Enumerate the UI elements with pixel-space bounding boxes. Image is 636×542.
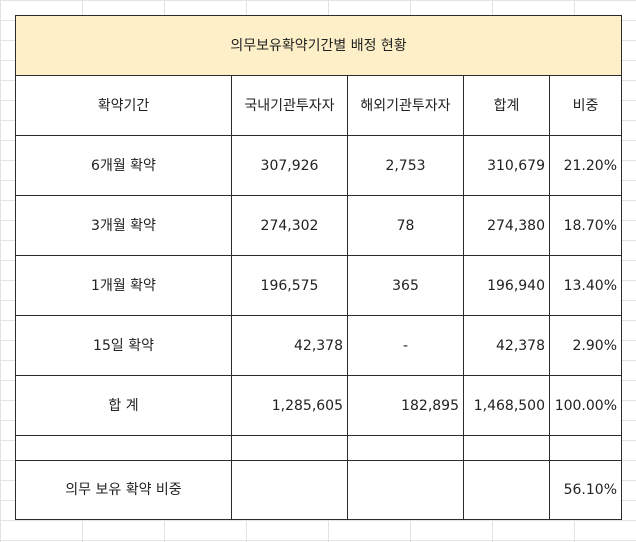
table-row: 1개월 확약 196,575 365 196,940 13.40% — [15, 255, 622, 316]
sum-total-cell[interactable]: 1,468,500 — [463, 375, 550, 436]
header-period[interactable]: 확약기간 — [15, 75, 232, 136]
domestic-cell[interactable]: 307,926 — [231, 135, 348, 196]
domestic-cell[interactable]: 196,575 — [231, 255, 348, 316]
lockup-row: 의무 보유 확약 비중 56.10% — [15, 460, 622, 520]
table-row: 15일 확약 42,378 - 42,378 2.90% — [15, 315, 622, 376]
header-total[interactable]: 합계 — [463, 75, 550, 136]
foreign-cell[interactable]: 2,753 — [347, 135, 464, 196]
empty-cell[interactable] — [347, 435, 464, 461]
total-cell[interactable]: 310,679 — [463, 135, 550, 196]
table-title[interactable]: 의무보유확약기간별 배정 현황 — [15, 15, 622, 76]
ratio-cell[interactable]: 21.20% — [549, 135, 622, 196]
table-row: 6개월 확약 307,926 2,753 310,679 21.20% — [15, 135, 622, 196]
spacer-row — [15, 435, 622, 461]
header-ratio[interactable]: 비중 — [549, 75, 622, 136]
sum-ratio-cell[interactable]: 100.00% — [549, 375, 622, 436]
lockup-label-cell[interactable]: 의무 보유 확약 비중 — [15, 460, 232, 520]
empty-cell[interactable] — [15, 435, 232, 461]
period-cell[interactable]: 3개월 확약 — [15, 195, 232, 256]
empty-cell[interactable] — [231, 435, 348, 461]
table-row: 3개월 확약 274,302 78 274,380 18.70% — [15, 195, 622, 256]
header-row: 확약기간 국내기관투자자 해외기관투자자 합계 비중 — [15, 75, 622, 136]
empty-cell[interactable] — [463, 460, 550, 520]
total-cell[interactable]: 274,380 — [463, 195, 550, 256]
foreign-cell[interactable]: 365 — [347, 255, 464, 316]
ratio-cell[interactable]: 18.70% — [549, 195, 622, 256]
foreign-cell[interactable]: - — [347, 315, 464, 376]
domestic-cell[interactable]: 42,378 — [231, 315, 348, 376]
empty-cell[interactable] — [463, 435, 550, 461]
header-foreign[interactable]: 해외기관투자자 — [347, 75, 464, 136]
domestic-cell[interactable]: 274,302 — [231, 195, 348, 256]
allocation-table: 의무보유확약기간별 배정 현황 확약기간 국내기관투자자 해외기관투자자 합계 … — [15, 15, 622, 520]
sum-row: 합 계 1,285,605 182,895 1,468,500 100.00% — [15, 375, 622, 436]
header-domestic[interactable]: 국내기관투자자 — [231, 75, 348, 136]
empty-cell[interactable] — [549, 435, 622, 461]
period-cell[interactable]: 6개월 확약 — [15, 135, 232, 196]
empty-cell[interactable] — [231, 460, 348, 520]
total-cell[interactable]: 196,940 — [463, 255, 550, 316]
title-row: 의무보유확약기간별 배정 현황 — [15, 15, 622, 76]
sum-foreign-cell[interactable]: 182,895 — [347, 375, 464, 436]
sum-domestic-cell[interactable]: 1,285,605 — [231, 375, 348, 436]
foreign-cell[interactable]: 78 — [347, 195, 464, 256]
total-cell[interactable]: 42,378 — [463, 315, 550, 376]
empty-cell[interactable] — [347, 460, 464, 520]
period-cell[interactable]: 15일 확약 — [15, 315, 232, 376]
lockup-ratio-cell[interactable]: 56.10% — [549, 460, 622, 520]
sum-label-cell[interactable]: 합 계 — [15, 375, 232, 436]
ratio-cell[interactable]: 13.40% — [549, 255, 622, 316]
period-cell[interactable]: 1개월 확약 — [15, 255, 232, 316]
ratio-cell[interactable]: 2.90% — [549, 315, 622, 376]
